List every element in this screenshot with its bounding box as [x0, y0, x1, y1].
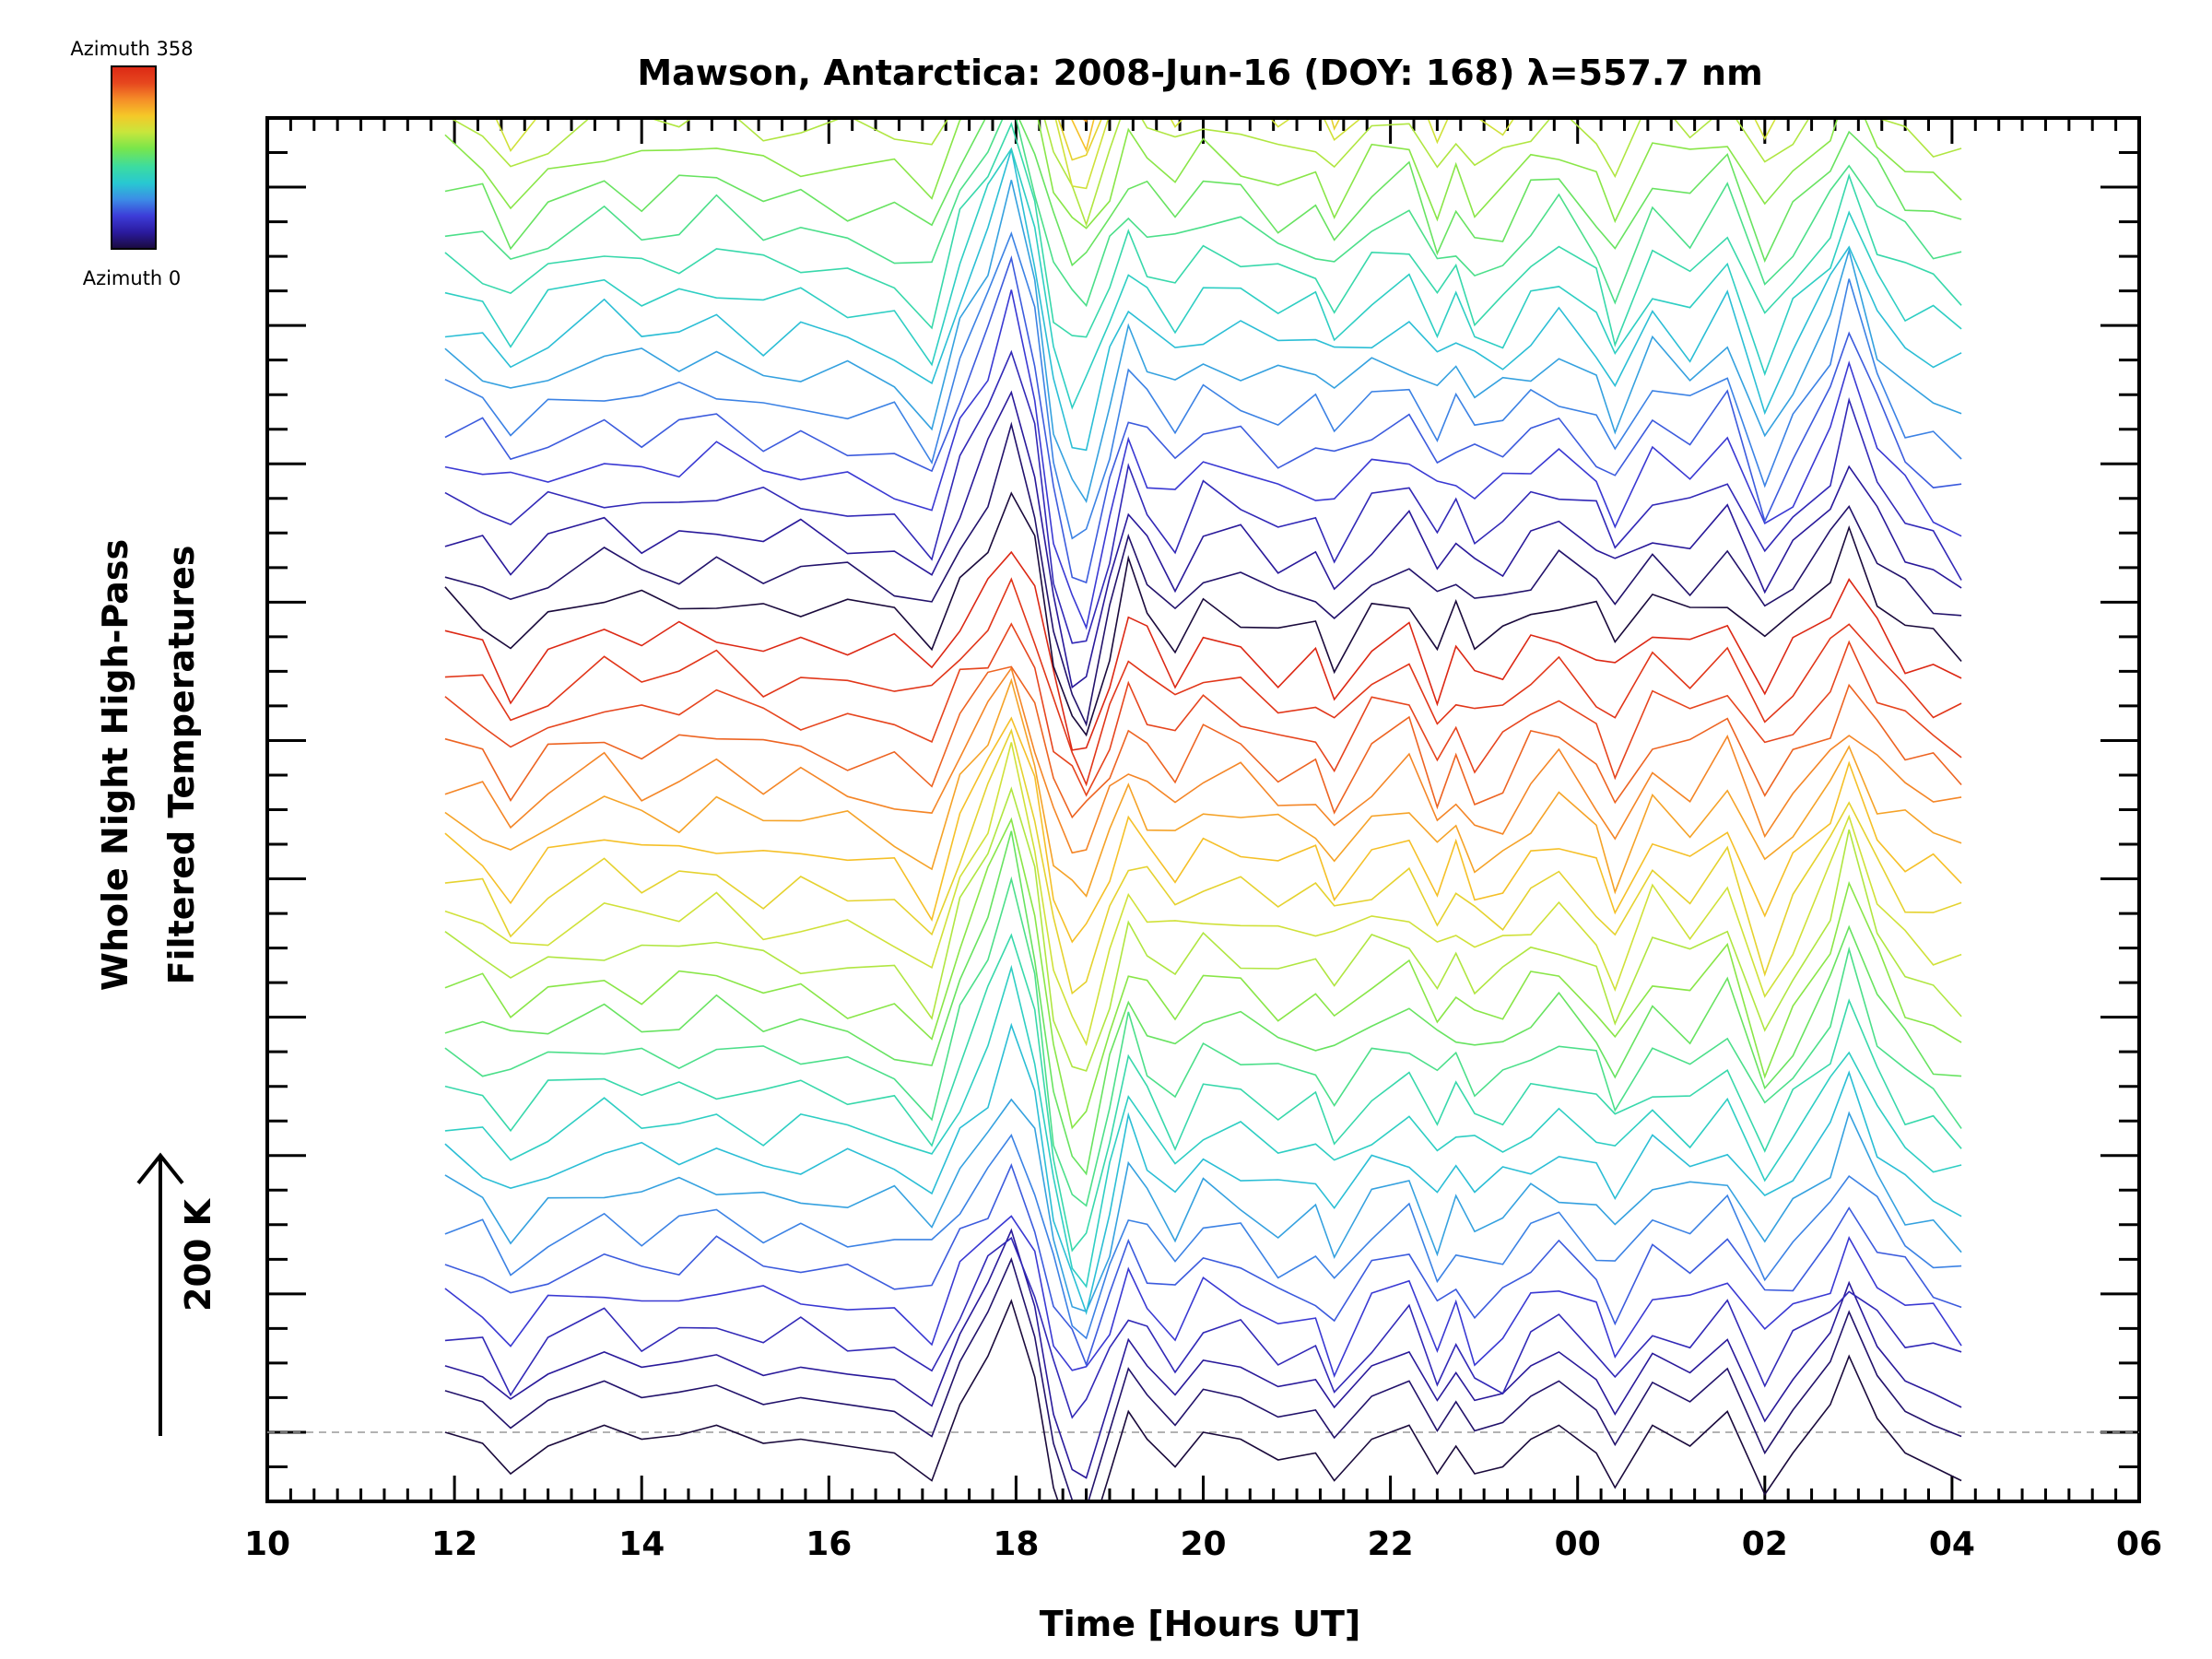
series-line — [444, 1257, 1962, 1500]
series-line — [445, 0, 1961, 3]
x-tick-label: 18 — [993, 1525, 1039, 1563]
series-line — [444, 1134, 1962, 1340]
series-line — [444, 349, 1962, 644]
colorbar-bottom-label: Azimuth 0 — [83, 267, 182, 289]
series-line — [444, 786, 1962, 1072]
series-line — [444, 390, 1962, 689]
x-tick-label: 16 — [806, 1525, 852, 1563]
y-axis-label-line2: Filtered Temperatures — [161, 546, 202, 985]
series-line — [444, 255, 1962, 584]
series-line — [444, 716, 1962, 944]
x-tick-label: 20 — [1180, 1525, 1226, 1563]
y-axis-label-line1: Whole Night High-Pass — [95, 539, 135, 991]
series-line — [444, 665, 1962, 819]
series-line — [444, 180, 1962, 504]
x-tick-label: 04 — [1929, 1525, 1975, 1563]
series-line — [444, 122, 1962, 347]
series-line — [444, 622, 1962, 797]
series-line — [444, 577, 1962, 787]
series-line — [444, 876, 1962, 1207]
axis-ticks — [265, 116, 2141, 1503]
colorbar — [111, 65, 157, 250]
series-line — [444, 230, 1962, 540]
series-line — [444, 421, 1962, 727]
x-tick-label: 02 — [1742, 1525, 1788, 1563]
series-line — [444, 120, 1962, 229]
series-line — [444, 148, 1962, 452]
series-line — [444, 666, 1962, 854]
series-line — [444, 1299, 1962, 1500]
series-line — [444, 550, 1962, 751]
x-tick-labels: 10 12 14 16 18 20 22 00 02 04 06 — [244, 1525, 2162, 1563]
series-line — [444, 933, 1962, 1253]
x-tick-label: 00 — [1555, 1525, 1601, 1563]
x-tick-label: 14 — [618, 1525, 665, 1563]
series-line — [452, 120, 1962, 228]
series-line — [444, 1098, 1962, 1312]
series-line — [444, 120, 1962, 267]
series-line — [444, 120, 1962, 308]
series-line — [444, 1215, 1962, 1379]
series-group — [444, 0, 1962, 1500]
series-line — [444, 817, 1962, 1130]
series-line — [444, 677, 1962, 898]
series-line — [444, 742, 1962, 1047]
series-line — [444, 147, 1962, 410]
series-line — [444, 1022, 1962, 1316]
scale-arrow — [136, 1152, 184, 1436]
series-line — [444, 491, 1962, 737]
chart-title: Mawson, Antarctica: 2008-Jun-16 (DOY: 16… — [637, 53, 1762, 93]
series-line — [444, 1228, 1962, 1479]
series-line — [444, 728, 1962, 995]
x-tick-label: 10 — [244, 1525, 290, 1563]
series-line — [444, 289, 1962, 630]
series-line — [444, 1236, 1962, 1419]
x-tick-label: 12 — [431, 1525, 477, 1563]
plot-frame — [265, 116, 2141, 1503]
x-tick-label: 22 — [1368, 1525, 1414, 1563]
colorbar-top-label: Azimuth 358 — [70, 38, 193, 60]
series-line — [444, 1163, 1962, 1367]
scale-label: 200 K — [178, 1197, 218, 1312]
series-line — [445, 0, 1961, 48]
x-tick-label: 06 — [2116, 1525, 2162, 1563]
series-line — [444, 964, 1962, 1288]
series-line — [495, 120, 1776, 190]
series-line — [444, 830, 1962, 1176]
x-axis-label: Time [Hours UT] — [1040, 1604, 1361, 1644]
